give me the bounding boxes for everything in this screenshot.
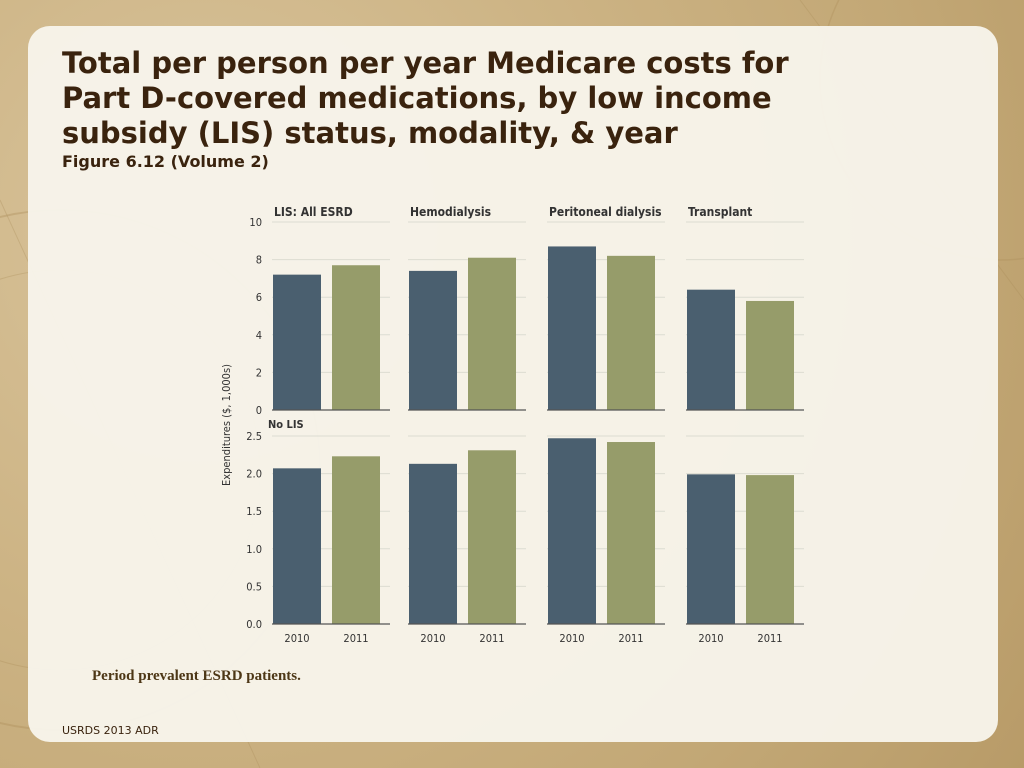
bar-2011 [746,300,794,410]
bar-2011 [468,450,516,624]
panel-title: Hemodialysis [410,205,491,219]
y-tick-label: 0 [256,404,262,417]
y-tick-label: 0.0 [246,618,262,631]
bar-2011 [332,265,380,410]
x-tick-label: 2011 [618,632,643,645]
figure-subtitle: Figure 6.12 (Volume 2) [62,152,269,171]
bar-2011 [468,257,516,410]
y-tick-label: 4 [256,329,262,342]
panel-title: Peritoneal dialysis [549,205,662,219]
y-axis-label: Expenditures ($, 1,000s) [220,364,233,486]
x-tick-label: 2011 [757,632,782,645]
bar-2011 [607,442,655,624]
x-tick-label: 2010 [698,632,723,645]
bar-2011 [607,255,655,410]
bar-2011 [746,475,794,624]
y-tick-label: 8 [256,254,262,267]
source-label: USRDS 2013 ADR [62,724,159,737]
y-tick-label: 2 [256,366,262,379]
bar-2010 [548,438,596,624]
panel-title: Transplant [688,205,752,219]
bar-2010 [409,270,457,410]
footnote: Period prevalent ESRD patients. [92,668,301,684]
x-tick-label: 2010 [559,632,584,645]
x-tick-label: 2010 [284,632,309,645]
row-label: No LIS [268,418,304,431]
bar-2011 [332,456,380,624]
bar-chart: 0 2 4 6 8 10 0.0 0.5 1.0 1.5 2.0 2.5 No LIS 2010 2011 2… [220,205,804,645]
y-tick-label: 1.5 [246,505,262,518]
y-tick-label: 1.0 [246,543,262,556]
slide-title: Total per person per year Medicare costs… [62,46,789,150]
x-tick-label: 2011 [343,632,368,645]
y-tick-label: 2.5 [246,430,262,443]
y-tick-label: 0.5 [246,580,262,593]
bar-2010 [687,289,735,410]
bar-2010 [409,463,457,624]
bar-2010 [548,246,596,410]
bar-2010 [273,468,321,624]
y-tick-label: 6 [256,291,262,304]
x-tick-label: 2011 [479,632,504,645]
y-tick-label: 10 [249,216,262,229]
x-tick-label: 2010 [420,632,445,645]
bar-2010 [273,274,321,410]
y-tick-label: 2.0 [246,468,262,481]
panel-title: LIS: All ESRD [274,205,353,219]
bar-2010 [687,474,735,624]
